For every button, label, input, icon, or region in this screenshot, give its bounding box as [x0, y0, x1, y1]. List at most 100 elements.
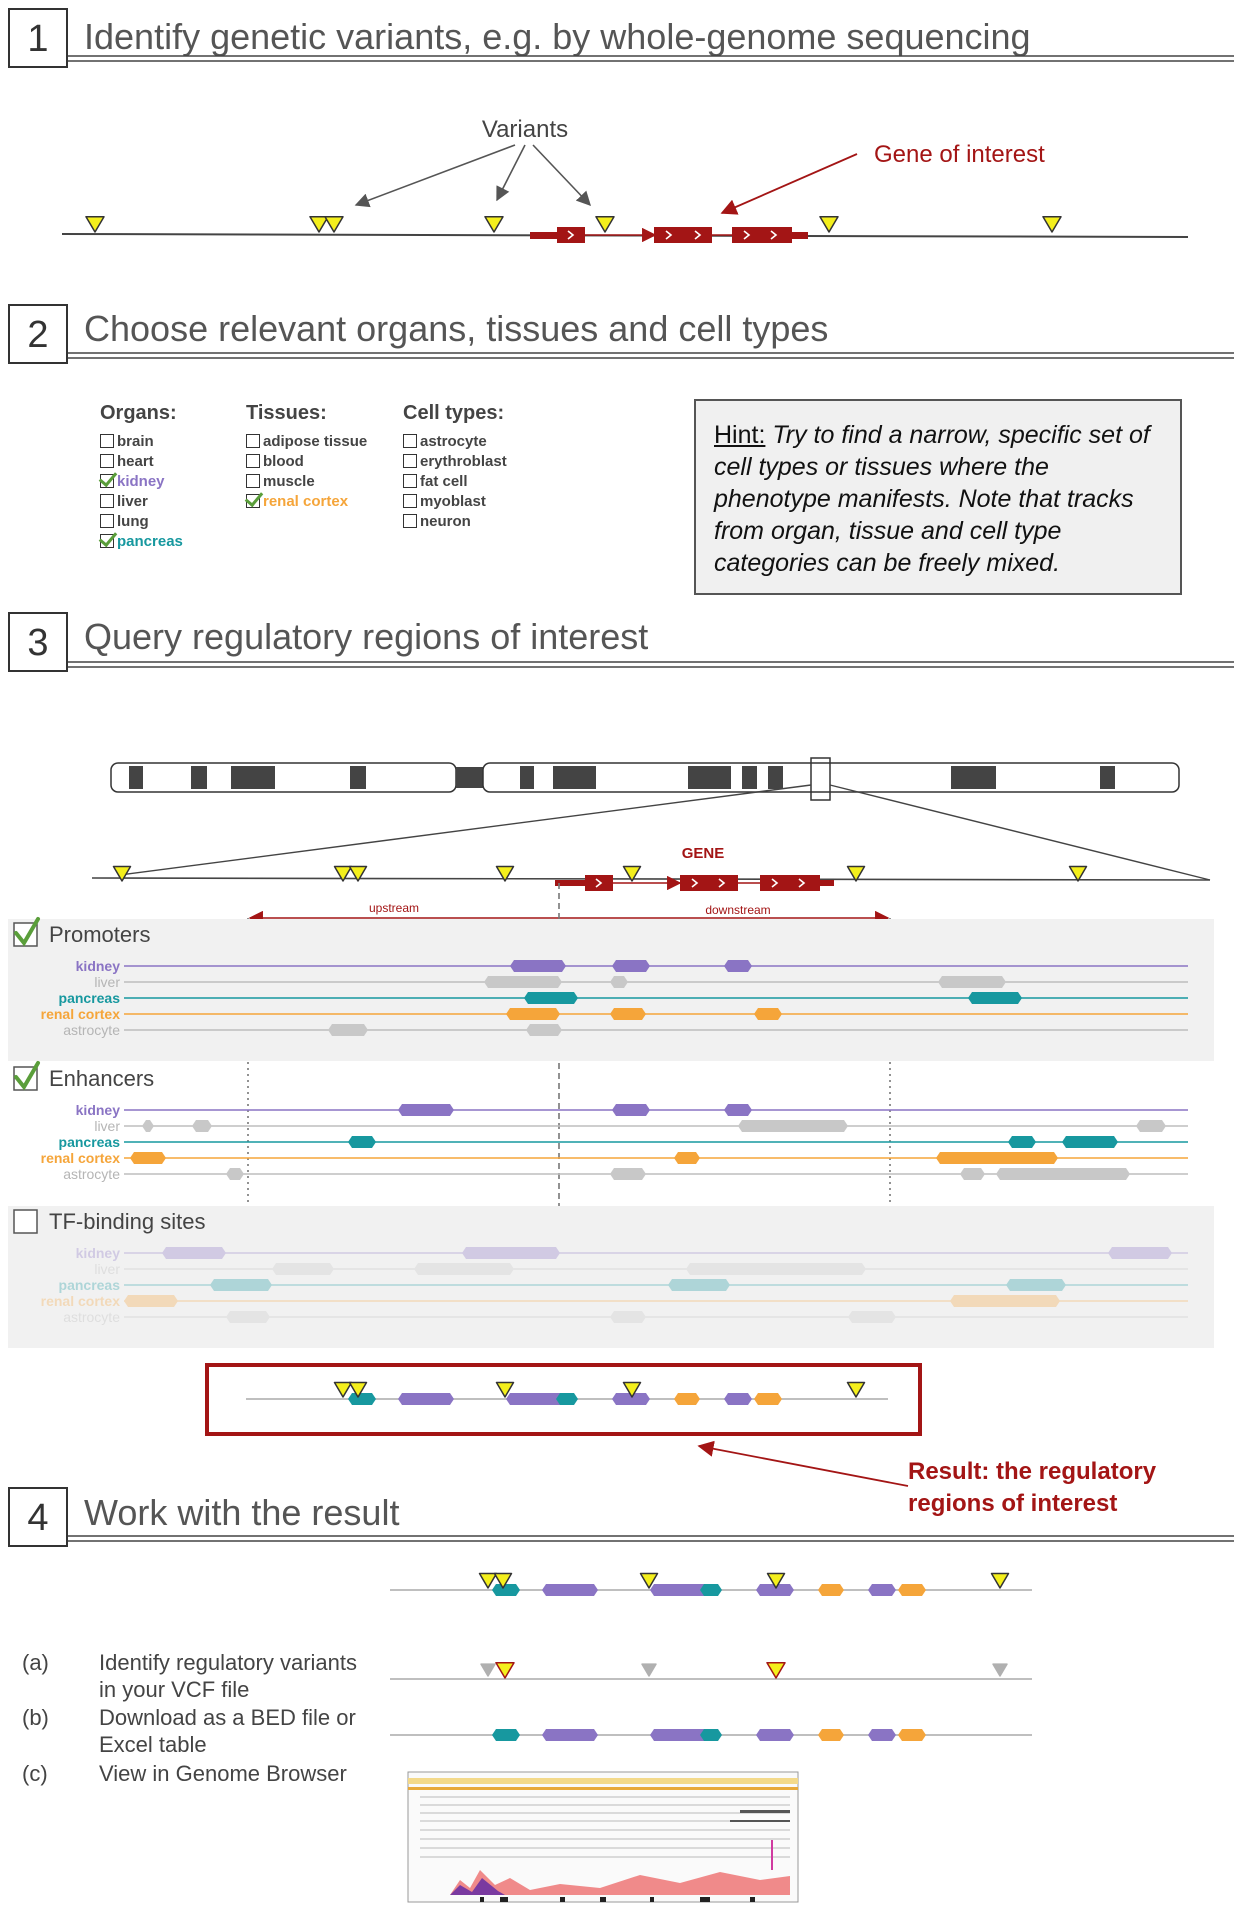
- cell-type-option-erythroblast[interactable]: erythroblast: [403, 451, 507, 471]
- track-label: pancreas: [59, 990, 121, 1006]
- checkbox[interactable]: [403, 494, 417, 508]
- region-segment: [162, 1247, 226, 1259]
- region-segment: [738, 1120, 848, 1132]
- tissue-option-blood[interactable]: blood: [246, 451, 367, 471]
- organ-option-pancreas[interactable]: pancreas: [100, 531, 183, 551]
- organ-option-liver[interactable]: liver: [100, 491, 183, 511]
- tissue-option-renal-cortex[interactable]: renal cortex: [246, 491, 367, 511]
- region-segment: [898, 1729, 926, 1741]
- region-segment: [686, 1263, 866, 1275]
- variant-marker-filtered: [641, 1663, 657, 1677]
- cell-type-label: fat cell: [420, 472, 468, 490]
- checkbox[interactable]: [100, 434, 114, 448]
- region-segment: [1136, 1120, 1166, 1132]
- cell-type-option-neuron[interactable]: neuron: [403, 511, 507, 531]
- track-astrocyte: astrocyte: [63, 1166, 1188, 1182]
- variants-arrows: [354, 144, 591, 208]
- region-segment: [272, 1263, 334, 1275]
- variant-marker: [484, 215, 504, 233]
- cell-type-option-fat-cell[interactable]: fat cell: [403, 471, 507, 491]
- gene-exon: [680, 875, 738, 891]
- region-segment: [414, 1263, 514, 1275]
- organ-option-lung[interactable]: lung: [100, 511, 183, 531]
- utr-5prime: [530, 232, 558, 239]
- region-segment: [754, 1393, 782, 1405]
- exon-direction-chevron: [798, 878, 806, 888]
- region-segment: [724, 1104, 752, 1116]
- result-label-line1: Result: the regulatory: [908, 1458, 1157, 1485]
- checkbox[interactable]: [403, 434, 417, 448]
- checkbox[interactable]: [403, 474, 417, 488]
- checkbox[interactable]: [100, 514, 114, 528]
- track-label: renal cortex: [41, 1006, 121, 1022]
- list-item-a-line1: Identify regulatory variants: [99, 1650, 358, 1675]
- check-icon: [14, 917, 40, 947]
- gene-of-interest-arrow: [720, 153, 858, 215]
- checkbox[interactable]: [403, 454, 417, 468]
- tissue-label: renal cortex: [263, 492, 349, 510]
- region-segment: [1006, 1279, 1066, 1291]
- step4-vcf-track: [390, 1661, 1032, 1680]
- organ-option-brain[interactable]: brain: [100, 431, 183, 451]
- step4-result-track: [390, 1572, 1032, 1596]
- track-label: astrocyte: [63, 1309, 120, 1325]
- exon-direction-chevron: [595, 878, 603, 888]
- region-segment: [674, 1152, 700, 1164]
- checkbox[interactable]: [100, 454, 114, 468]
- cell-type-option-astrocyte[interactable]: astrocyte: [403, 431, 507, 451]
- variants-label: Variants: [482, 116, 568, 143]
- tissues-column: Tissues: adipose tissue blood muscle renal …: [246, 402, 367, 511]
- checkbox[interactable]: [246, 454, 260, 468]
- variant-marker: [766, 1572, 786, 1589]
- list-letter-a: (a): [22, 1650, 49, 1675]
- track-label: pancreas: [59, 1134, 121, 1150]
- checkbox-checked[interactable]: [100, 534, 114, 548]
- track-liver: liver: [94, 1261, 1188, 1277]
- region-segment: [610, 976, 628, 988]
- checkbox[interactable]: [100, 494, 114, 508]
- gene-exon: [557, 227, 585, 243]
- variant-marker: [622, 1381, 642, 1398]
- region-segment: [650, 1729, 710, 1741]
- organs-column: Organs: brain heart kidney liver lung pancrea…: [100, 402, 183, 551]
- track-label: renal cortex: [41, 1293, 121, 1309]
- checkbox[interactable]: [246, 434, 260, 448]
- region-segment: [700, 1584, 722, 1596]
- checkbox[interactable]: [246, 474, 260, 488]
- track-astrocyte: astrocyte: [63, 1309, 1188, 1325]
- cell-type-option-myoblast[interactable]: myoblast: [403, 491, 507, 511]
- region-segment: [124, 1295, 178, 1307]
- checkbox-checked[interactable]: [246, 494, 260, 508]
- variant-marker: [595, 215, 615, 233]
- step-4-title: Work with the result: [84, 1492, 400, 1533]
- utr-5prime: [555, 880, 585, 886]
- exon-direction-chevron: [718, 878, 726, 888]
- region-segment: [700, 1729, 722, 1741]
- gene-exon: [732, 227, 792, 243]
- variant-marker: [1042, 215, 1062, 233]
- gene-label: GENE: [682, 845, 725, 862]
- exon-direction-chevron: [694, 230, 702, 240]
- region-segment: [610, 1008, 646, 1020]
- panel-checkbox[interactable]: [13, 1209, 38, 1234]
- variant-marker: [309, 215, 329, 233]
- region-segment: [818, 1729, 844, 1741]
- tissue-option-adipose-tissue[interactable]: adipose tissue: [246, 431, 367, 451]
- region-segment: [612, 1104, 650, 1116]
- track-label: astrocyte: [63, 1022, 120, 1038]
- tissue-option-muscle[interactable]: muscle: [246, 471, 367, 491]
- list-letter-b: (b): [22, 1705, 49, 1730]
- tissues-title: Tissues:: [246, 402, 327, 424]
- checkbox[interactable]: [403, 514, 417, 528]
- genome-browser-thumbnail[interactable]: [407, 1771, 799, 1903]
- upstream-label: upstream: [369, 901, 419, 915]
- organ-label: liver: [117, 492, 148, 510]
- region-segment: [506, 1393, 566, 1405]
- gene-exon: [760, 875, 820, 891]
- checkbox-checked[interactable]: [100, 474, 114, 488]
- region-segment: [868, 1729, 896, 1741]
- exon-direction-chevron: [691, 878, 699, 888]
- organ-option-kidney[interactable]: kidney: [100, 471, 183, 491]
- organ-option-heart[interactable]: heart: [100, 451, 183, 471]
